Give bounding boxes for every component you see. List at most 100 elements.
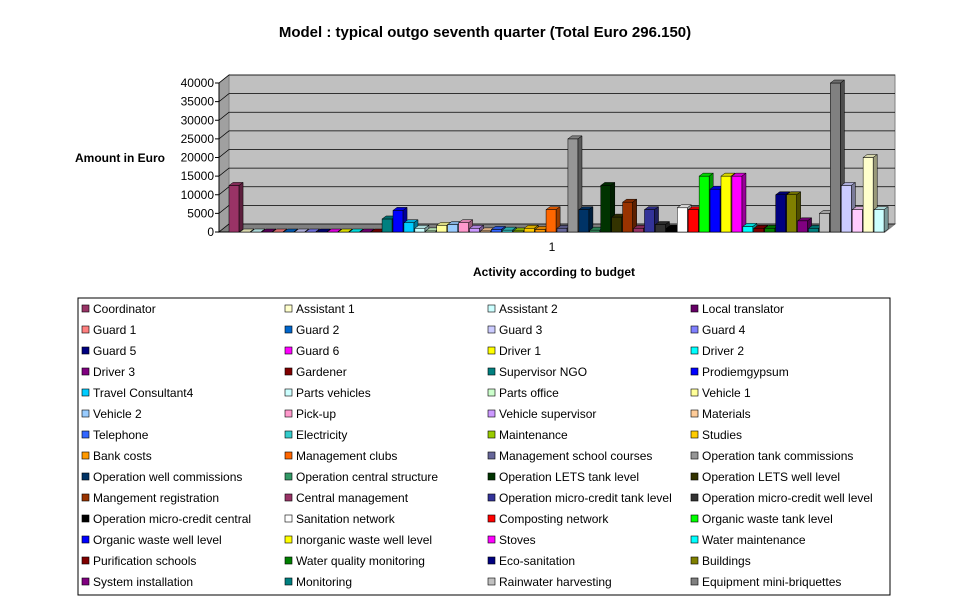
- legend-swatch: [690, 430, 699, 439]
- legend-item: Operation well commissions: [81, 470, 242, 484]
- x-axis-label: Activity according to budget: [473, 265, 635, 279]
- bar: [359, 228, 376, 233]
- bar-front: [666, 228, 677, 233]
- x-axis-ticks: 1: [549, 240, 556, 254]
- legend-item: Driver 2: [690, 344, 744, 358]
- bar-front: [447, 224, 458, 233]
- bar-front: [841, 185, 852, 233]
- bar-front: [622, 201, 633, 233]
- legend-label: Buildings: [702, 554, 751, 568]
- bar-front: [556, 228, 568, 233]
- legend-item: Guard 3: [487, 323, 543, 337]
- legend-item: Operation micro-credit tank level: [487, 491, 672, 505]
- bar-front: [523, 228, 535, 233]
- legend-swatch: [81, 304, 90, 313]
- legend-item: Vehicle 1: [690, 386, 751, 400]
- legend-swatch: [487, 304, 496, 313]
- legend-swatch: [284, 409, 293, 418]
- bar-front: [589, 229, 601, 233]
- bar-front: [644, 209, 655, 233]
- legend-label: Telephone: [93, 428, 149, 442]
- bar: [315, 228, 332, 233]
- legend-item: Management clubs: [284, 449, 397, 463]
- legend-item: Central management: [284, 491, 409, 505]
- legend-label: Assistant 1: [296, 302, 355, 316]
- legend-label: Equipment mini-briquettes: [702, 575, 841, 589]
- x-tick-label: 1: [549, 240, 556, 254]
- legend-label: Rainwater harvesting: [499, 575, 612, 589]
- bar-front: [819, 213, 830, 233]
- legend-swatch: [690, 304, 699, 313]
- legend-item: Inorganic waste well level: [284, 533, 432, 547]
- legend-item: Operation micro-credit central: [81, 512, 251, 526]
- bar-front: [873, 209, 885, 233]
- legend-item: Assistant 2: [487, 302, 558, 316]
- bar-side: [271, 228, 277, 233]
- legend-swatch: [487, 556, 496, 565]
- y-tick-label: 15000: [181, 169, 215, 183]
- legend-item: Mangement registration: [81, 491, 219, 505]
- legend-swatch: [487, 493, 496, 502]
- legend-item: Monitoring: [284, 575, 352, 589]
- legend-box: [77, 297, 891, 596]
- legend-label: Prodiemgypsum: [702, 365, 789, 379]
- bar-front: [414, 228, 426, 233]
- legend: Coordinator Assistant 1 Assistant 2 Local t…: [81, 302, 873, 589]
- legend-label: Vehicle 1: [702, 386, 751, 400]
- bar-side: [337, 228, 342, 233]
- bar-front: [600, 185, 612, 233]
- legend-item: Coordinator: [81, 302, 156, 316]
- legend-label: Travel Consultant4: [93, 386, 194, 400]
- legend-label: Assistant 2: [499, 302, 558, 316]
- gridline: [218, 149, 895, 158]
- legend-swatch: [284, 472, 293, 481]
- bar: [348, 228, 365, 233]
- bar-side: [315, 228, 320, 233]
- gridline: [218, 167, 895, 177]
- legend-label: Operation well commissions: [93, 470, 242, 484]
- legend-swatch: [690, 577, 699, 586]
- legend-label: Water maintenance: [702, 533, 806, 547]
- legend-swatch: [81, 472, 90, 481]
- bar-front: [633, 228, 644, 233]
- legend-label: Guard 5: [93, 344, 137, 358]
- bar-front: [797, 220, 808, 233]
- legend-swatch: [284, 346, 293, 355]
- legend-swatch: [284, 535, 293, 544]
- legend-label: Local translator: [702, 302, 784, 316]
- legend-swatch: [487, 430, 496, 439]
- bar-front: [545, 209, 557, 233]
- legend-item: Driver 1: [487, 344, 541, 358]
- chart-title: Model : typical outgo seventh quarter (T…: [279, 24, 691, 41]
- legend-label: Monitoring: [296, 575, 352, 589]
- bar: [621, 198, 638, 233]
- legend-swatch: [487, 388, 496, 397]
- legend-item: Vehicle supervisor: [487, 407, 596, 421]
- legend-swatch: [284, 304, 293, 313]
- bar-front: [775, 194, 786, 233]
- legend-label: Operation tank commissions: [702, 449, 853, 463]
- bar-front: [720, 175, 732, 233]
- bar-front: [491, 229, 502, 233]
- legend-swatch: [284, 577, 293, 586]
- legend-label: Organic waste well level: [93, 533, 222, 547]
- legend-swatch: [487, 451, 496, 460]
- legend-swatch: [487, 577, 496, 586]
- legend-item: Materials: [690, 407, 751, 421]
- legend-label: Driver 2: [702, 344, 744, 358]
- legend-item: Water maintenance: [690, 533, 806, 547]
- legend-swatch: [690, 514, 699, 523]
- legend-swatch: [81, 556, 90, 565]
- legend-label: Operation LETS well level: [702, 470, 840, 484]
- legend-item: Parts vehicles: [284, 386, 371, 400]
- bar-front: [786, 194, 797, 233]
- gridline: [218, 74, 895, 84]
- legend-item: Guard 4: [690, 323, 746, 337]
- legend-swatch: [81, 451, 90, 460]
- bar: [326, 228, 343, 233]
- legend-item: Driver 3: [81, 365, 135, 379]
- legend-swatch: [690, 451, 699, 460]
- bar-side: [359, 228, 364, 233]
- legend-item: Purification schools: [81, 554, 196, 568]
- legend-swatch: [690, 325, 699, 334]
